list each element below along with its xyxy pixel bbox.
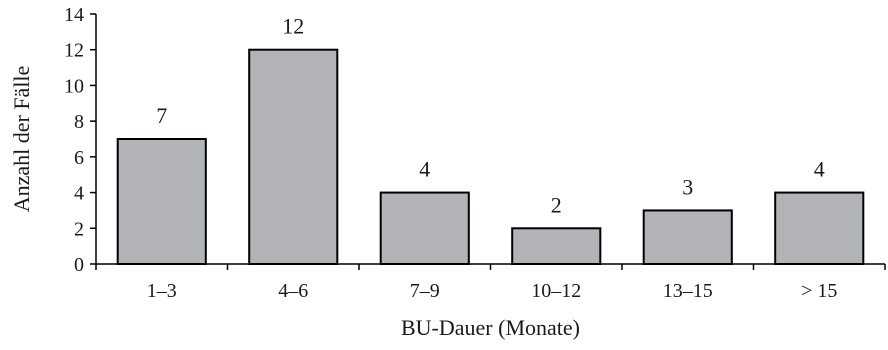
x-tick-label: 10–12	[531, 280, 581, 302]
y-tick-label: 2	[74, 218, 84, 240]
y-tick-label: 12	[64, 40, 84, 62]
bar	[248, 48, 339, 266]
bar-value-label: 2	[551, 192, 562, 217]
bar-data-labels: 7 12 4 2 3 4	[156, 14, 825, 218]
y-tick-label: 0	[74, 254, 84, 276]
bar	[379, 191, 470, 265]
bar-value-label: 4	[419, 157, 430, 182]
bar	[511, 227, 602, 266]
bar-series	[116, 48, 865, 266]
bar-value-label: 4	[814, 157, 825, 182]
y-tick-label: 8	[74, 111, 84, 133]
y-tick-label: 4	[74, 183, 84, 205]
x-tick-label: 4–6	[278, 280, 308, 302]
y-tick-label: 10	[64, 75, 84, 97]
bar	[774, 191, 865, 265]
y-tick-label: 14	[64, 4, 84, 26]
bar-value-label: 7	[156, 103, 167, 128]
bar-value-label: 12	[282, 14, 304, 39]
y-axis-title: Anzahl der Fälle	[9, 66, 34, 213]
x-tick-label: 7–9	[410, 280, 440, 302]
bar-value-label: 3	[682, 174, 693, 199]
y-tick-label: 6	[74, 147, 84, 169]
bar	[116, 138, 207, 265]
bar	[642, 209, 733, 266]
x-axis-title: BU-Dauer (Monate)	[401, 315, 580, 340]
y-axis-ticks: 0 2 4 6 8 10 12 14	[64, 4, 96, 276]
x-tick-label: > 15	[801, 280, 837, 302]
x-axis-ticks: 1–3 4–6 7–9 10–12 13–15 > 15	[95, 264, 886, 302]
x-tick-label: 13–15	[663, 280, 713, 302]
x-tick-label: 1–3	[147, 280, 177, 302]
